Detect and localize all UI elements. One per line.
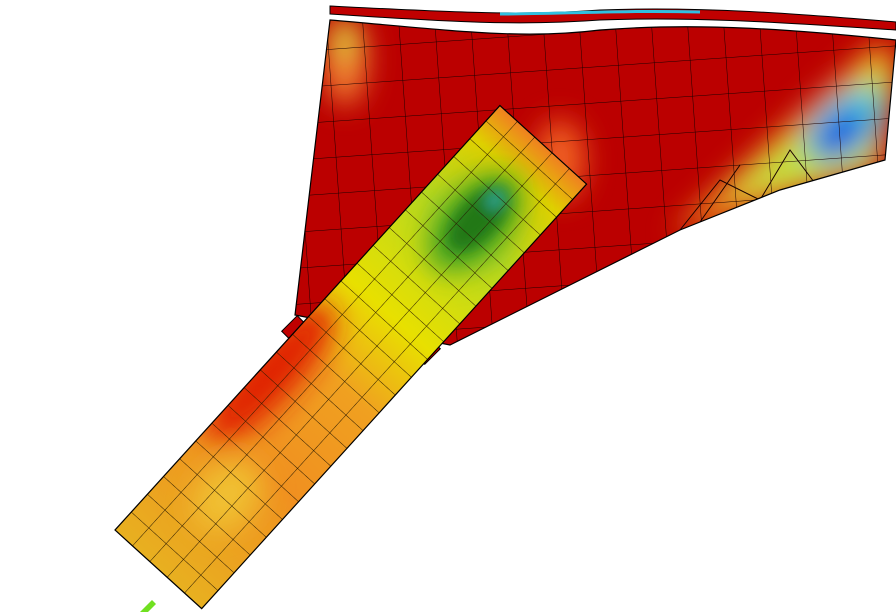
top-strip-contour [499,9,701,16]
load-marker [140,600,156,612]
top-strip [329,5,896,31]
beam [114,104,588,610]
